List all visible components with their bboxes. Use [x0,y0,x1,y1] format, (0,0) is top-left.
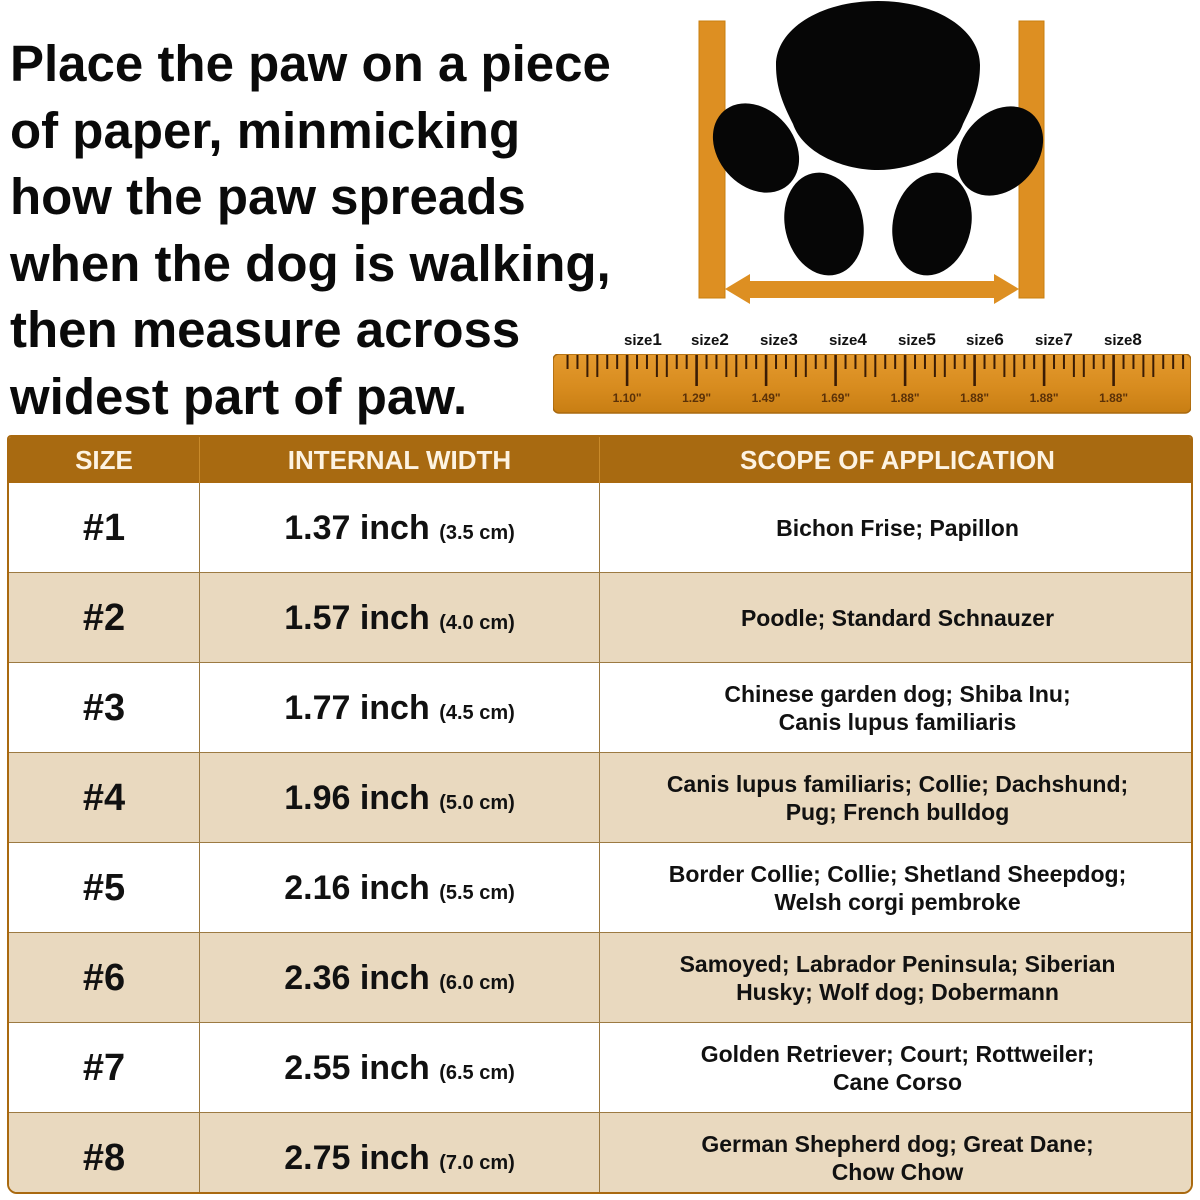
svg-text:1.10": 1.10" [613,391,642,405]
svg-text:1.29": 1.29" [682,391,711,405]
svg-text:1.88": 1.88" [960,391,989,405]
svg-text:1.49": 1.49" [752,391,781,405]
svg-text:1.88": 1.88" [891,391,920,405]
svg-text:1.88": 1.88" [1099,391,1128,405]
svg-text:1.69": 1.69" [821,391,850,405]
svg-text:1.88": 1.88" [1030,391,1059,405]
